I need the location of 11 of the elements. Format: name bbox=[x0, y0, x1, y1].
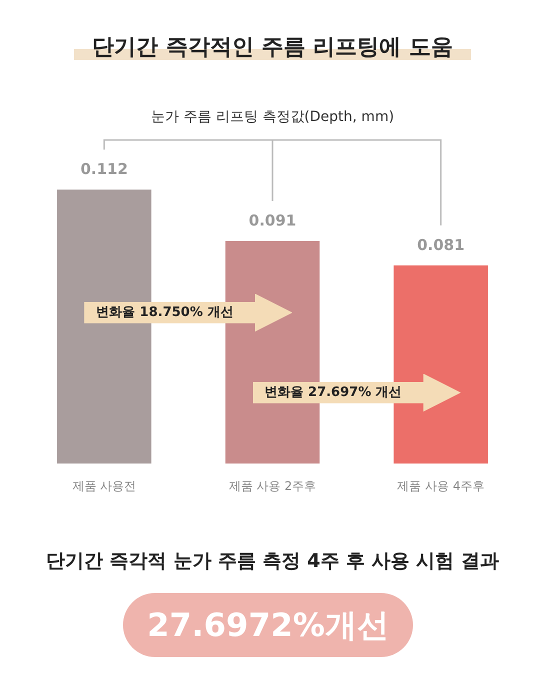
x-tick-label: 제품 사용전 bbox=[72, 478, 136, 493]
data-label: 0.112 bbox=[80, 160, 128, 178]
x-tick-label: 제품 사용 4주후 bbox=[397, 478, 484, 493]
annotation: 변화율 27.697% 개선 bbox=[264, 384, 402, 402]
x-tick-label: 제품 사용 2주후 bbox=[228, 478, 316, 493]
chart-title: 단기간 즉각적인 주름 리프팅에 도움 bbox=[74, 35, 471, 60]
text: 단기간 즉각적 눈가 주름 측정 4주 후 사용 시험 결과 bbox=[45, 549, 500, 574]
data-label: 0.081 bbox=[417, 236, 465, 254]
data-label: 0.091 bbox=[248, 211, 296, 230]
chart-subtitle: 눈가 주름 리프팅 측정값(Depth, mm) bbox=[150, 108, 396, 126]
annotation: 변화율 18.750% 개선 bbox=[96, 304, 234, 322]
